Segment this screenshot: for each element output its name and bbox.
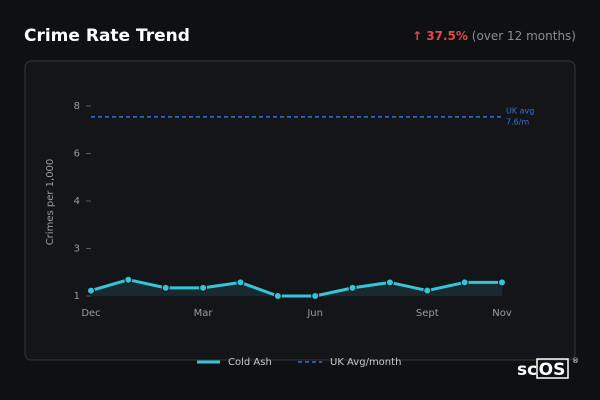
point bbox=[273, 292, 282, 300]
y-tick-label: 8 bbox=[74, 101, 80, 112]
change-summary: ↑ 37.5% (over 12 months) bbox=[412, 29, 576, 43]
y-tick-label: 1 bbox=[74, 291, 80, 302]
brand-mark: ® bbox=[572, 357, 579, 365]
point bbox=[87, 286, 95, 295]
point bbox=[311, 292, 320, 300]
change-value: ↑ 37.5% bbox=[412, 29, 468, 43]
reference-label: 7.6/m bbox=[506, 117, 529, 126]
y-tick-label: 3 bbox=[74, 244, 80, 255]
x-tick-label: Nov bbox=[492, 308, 512, 319]
point bbox=[348, 283, 357, 292]
chart-title: Crime Rate Trend bbox=[24, 26, 190, 46]
legend-label: UK Avg/month bbox=[330, 357, 401, 368]
point bbox=[161, 283, 170, 292]
point bbox=[124, 275, 133, 284]
point bbox=[460, 278, 469, 287]
brand-box bbox=[536, 358, 569, 379]
legend-label: Cold Ash bbox=[228, 357, 272, 368]
x-tick-label: Sept bbox=[416, 308, 439, 319]
point bbox=[199, 283, 208, 292]
point bbox=[236, 278, 245, 287]
x-tick-label: Jun bbox=[306, 308, 323, 319]
change-note: (over 12 months) bbox=[471, 29, 576, 43]
reference-label: UK avg bbox=[506, 106, 534, 115]
card bbox=[24, 60, 576, 361]
point bbox=[423, 286, 432, 295]
point bbox=[498, 278, 506, 287]
area bbox=[91, 279, 502, 296]
y-tick-label: 6 bbox=[74, 149, 80, 160]
brand-boxed: OS bbox=[539, 360, 566, 380]
x-tick-label: Mar bbox=[194, 308, 214, 319]
point bbox=[385, 278, 394, 287]
series-line bbox=[90, 278, 502, 298]
y-axis-label: Crimes per 1,000 bbox=[45, 159, 56, 246]
x-tick-label: Dec bbox=[81, 308, 100, 319]
brand-prefix: sc bbox=[517, 360, 537, 380]
y-tick-label: 4 bbox=[74, 196, 80, 207]
